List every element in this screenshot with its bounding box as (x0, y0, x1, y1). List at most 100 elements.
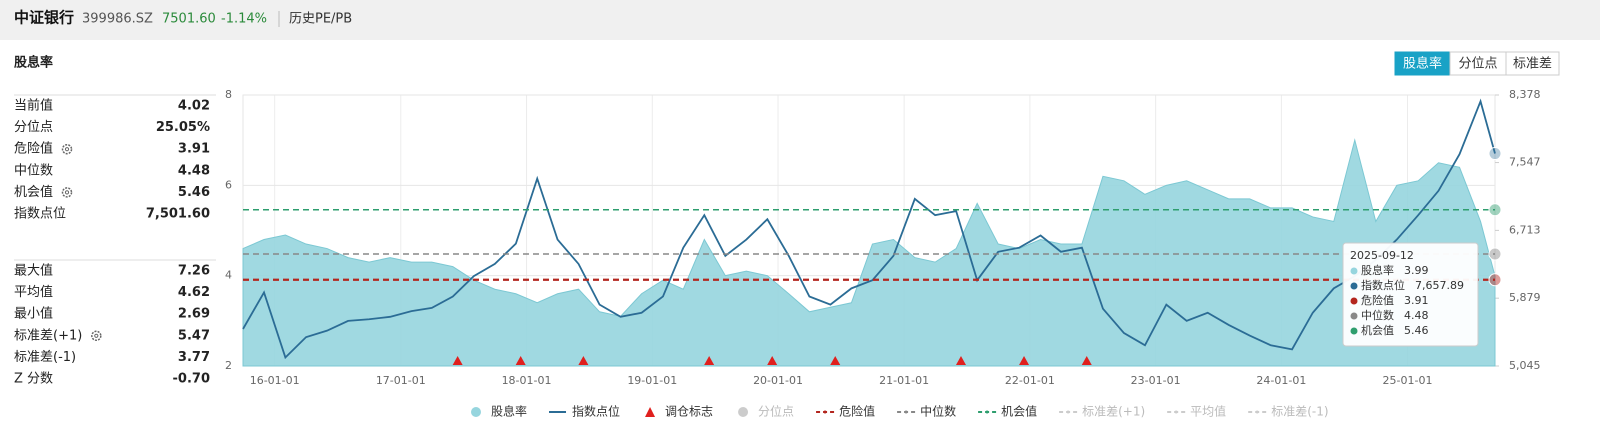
x-tick-label: 21-01-01 (879, 374, 929, 387)
gear-icon[interactable] (91, 330, 102, 342)
tooltip-value: 3.91 (1404, 294, 1429, 307)
x-tick-label: 22-01-01 (1005, 374, 1055, 387)
legend-label[interactable]: 中位数 (920, 404, 956, 419)
stat-value: 4.48 (178, 163, 210, 178)
legend-label[interactable]: 危险值 (839, 404, 875, 419)
legend-symbol[interactable] (471, 407, 481, 417)
stat-label: 中位数 (14, 163, 53, 178)
yield-area (242, 138, 1496, 367)
legend-symbol-dot[interactable] (904, 410, 908, 414)
stat-value: 5.47 (178, 328, 210, 343)
tooltip-name: 中位数 (1361, 308, 1394, 322)
legend-label[interactable]: 调仓标志 (665, 405, 713, 419)
stat-value: 4.02 (178, 99, 210, 114)
tooltip-value: 5.46 (1404, 324, 1429, 337)
reference-end-marker (1488, 203, 1502, 217)
tooltip-dot (1350, 327, 1358, 335)
index-price: 7501.60 (162, 12, 216, 27)
tooltip-dot (1350, 267, 1358, 275)
tab-label[interactable]: 标准差 (1513, 57, 1552, 72)
gear-icon-hub[interactable] (64, 147, 70, 152)
y2-tick-label: 7,547 (1509, 156, 1541, 169)
legend-symbol-dot[interactable] (1066, 410, 1070, 414)
gear-icon-hub[interactable] (94, 333, 99, 338)
stat-value: -0.70 (173, 372, 210, 387)
legend-symbol-dot[interactable] (985, 410, 989, 414)
rebalance-marker (767, 356, 778, 365)
legend-label[interactable]: 机会值 (1001, 404, 1037, 419)
y-tick-label: 4 (225, 269, 232, 282)
stat-value: 3.77 (178, 350, 210, 365)
legend-label[interactable]: 标准差(-1) (1271, 405, 1328, 419)
tooltip-name: 机会值 (1361, 323, 1394, 337)
tooltip-dot (1350, 297, 1358, 305)
legend-label[interactable]: 指数点位 (572, 404, 620, 419)
tooltip-date: 2025-09-12 (1350, 249, 1414, 262)
legend-symbol-dot[interactable] (823, 410, 827, 414)
legend-symbol[interactable] (645, 407, 656, 417)
index-change: -1.14% (221, 12, 267, 27)
tab[interactable] (1505, 51, 1560, 76)
y-tick-label: 6 (225, 178, 232, 191)
stat-value: 7.26 (178, 264, 210, 279)
history-link[interactable]: 历史PE/PB (289, 12, 352, 27)
stat-label: 当前值 (14, 98, 53, 114)
tooltip-value: 4.48 (1404, 309, 1429, 322)
rebalance-marker (955, 356, 966, 365)
x-tick-label: 24-01-01 (1256, 374, 1306, 387)
tooltip-value: 3.99 (1404, 264, 1429, 277)
legend-symbol-dot[interactable] (1255, 410, 1259, 414)
index-name: 中证银行 (14, 9, 74, 27)
reference-end-marker (1488, 273, 1502, 287)
tooltip-value: 7,657.89 (1415, 279, 1464, 292)
x-tick-label: 16-01-01 (250, 374, 300, 387)
tooltip (1342, 242, 1479, 347)
stat-label: 机会值 (14, 184, 53, 200)
y2-tick-label: 5,879 (1509, 291, 1541, 304)
legend-symbol-dot[interactable] (1174, 410, 1178, 414)
legend-label[interactable]: 股息率 (491, 404, 527, 419)
x-tick-label: 25-01-01 (1383, 374, 1433, 387)
x-tick-label: 20-01-01 (753, 374, 803, 387)
tooltip-name: 指数点位 (1361, 278, 1405, 292)
y2-tick-label: 5,045 (1509, 359, 1541, 372)
index-line (242, 98, 1496, 360)
rebalance-marker (1081, 356, 1092, 365)
stat-label: 最大值 (14, 263, 53, 279)
stat-label: Z 分数 (14, 372, 53, 387)
stat-value: 3.91 (178, 142, 210, 157)
gear-icon[interactable] (61, 143, 73, 155)
stat-label: 标准差(-1) (14, 350, 76, 365)
top-bar (0, 0, 1600, 40)
legend-label[interactable]: 平均值 (1190, 404, 1226, 419)
tab-label[interactable]: 股息率 (1403, 56, 1442, 72)
stat-value: 5.46 (178, 185, 210, 200)
x-tick-label: 18-01-01 (502, 374, 552, 387)
y2-tick-label: 8,378 (1509, 88, 1541, 101)
tab-label[interactable]: 分位点 (1458, 57, 1497, 72)
tooltip-name: 股息率 (1361, 263, 1394, 277)
gear-icon-hub[interactable] (64, 190, 70, 195)
rebalance-marker (704, 356, 715, 365)
rebalance-marker (830, 356, 841, 365)
rebalance-marker (515, 356, 526, 365)
y-tick-label: 2 (225, 359, 232, 372)
gear-icon[interactable] (61, 187, 73, 198)
stat-label: 最小值 (14, 306, 53, 322)
legend-symbol[interactable] (738, 407, 749, 417)
rebalance-marker (578, 356, 589, 365)
y2-tick-label: 6,713 (1509, 223, 1541, 236)
rebalance-marker (1019, 356, 1030, 365)
x-tick-label: 17-01-01 (376, 374, 426, 387)
tooltip-name: 危险值 (1361, 293, 1394, 307)
y-tick-label: 8 (225, 88, 232, 101)
legend-label[interactable]: 标准差(+1) (1082, 405, 1145, 419)
x-tick-label: 19-01-01 (627, 374, 677, 387)
legend-label[interactable]: 分位点 (758, 404, 794, 419)
panel-title: 股息率 (14, 55, 53, 71)
stat-label: 分位点 (14, 120, 53, 135)
rebalance-marker (452, 356, 463, 365)
x-tick-label: 23-01-01 (1131, 374, 1181, 387)
stat-label: 标准差(+1) (14, 328, 82, 343)
tooltip-dot (1350, 282, 1358, 290)
